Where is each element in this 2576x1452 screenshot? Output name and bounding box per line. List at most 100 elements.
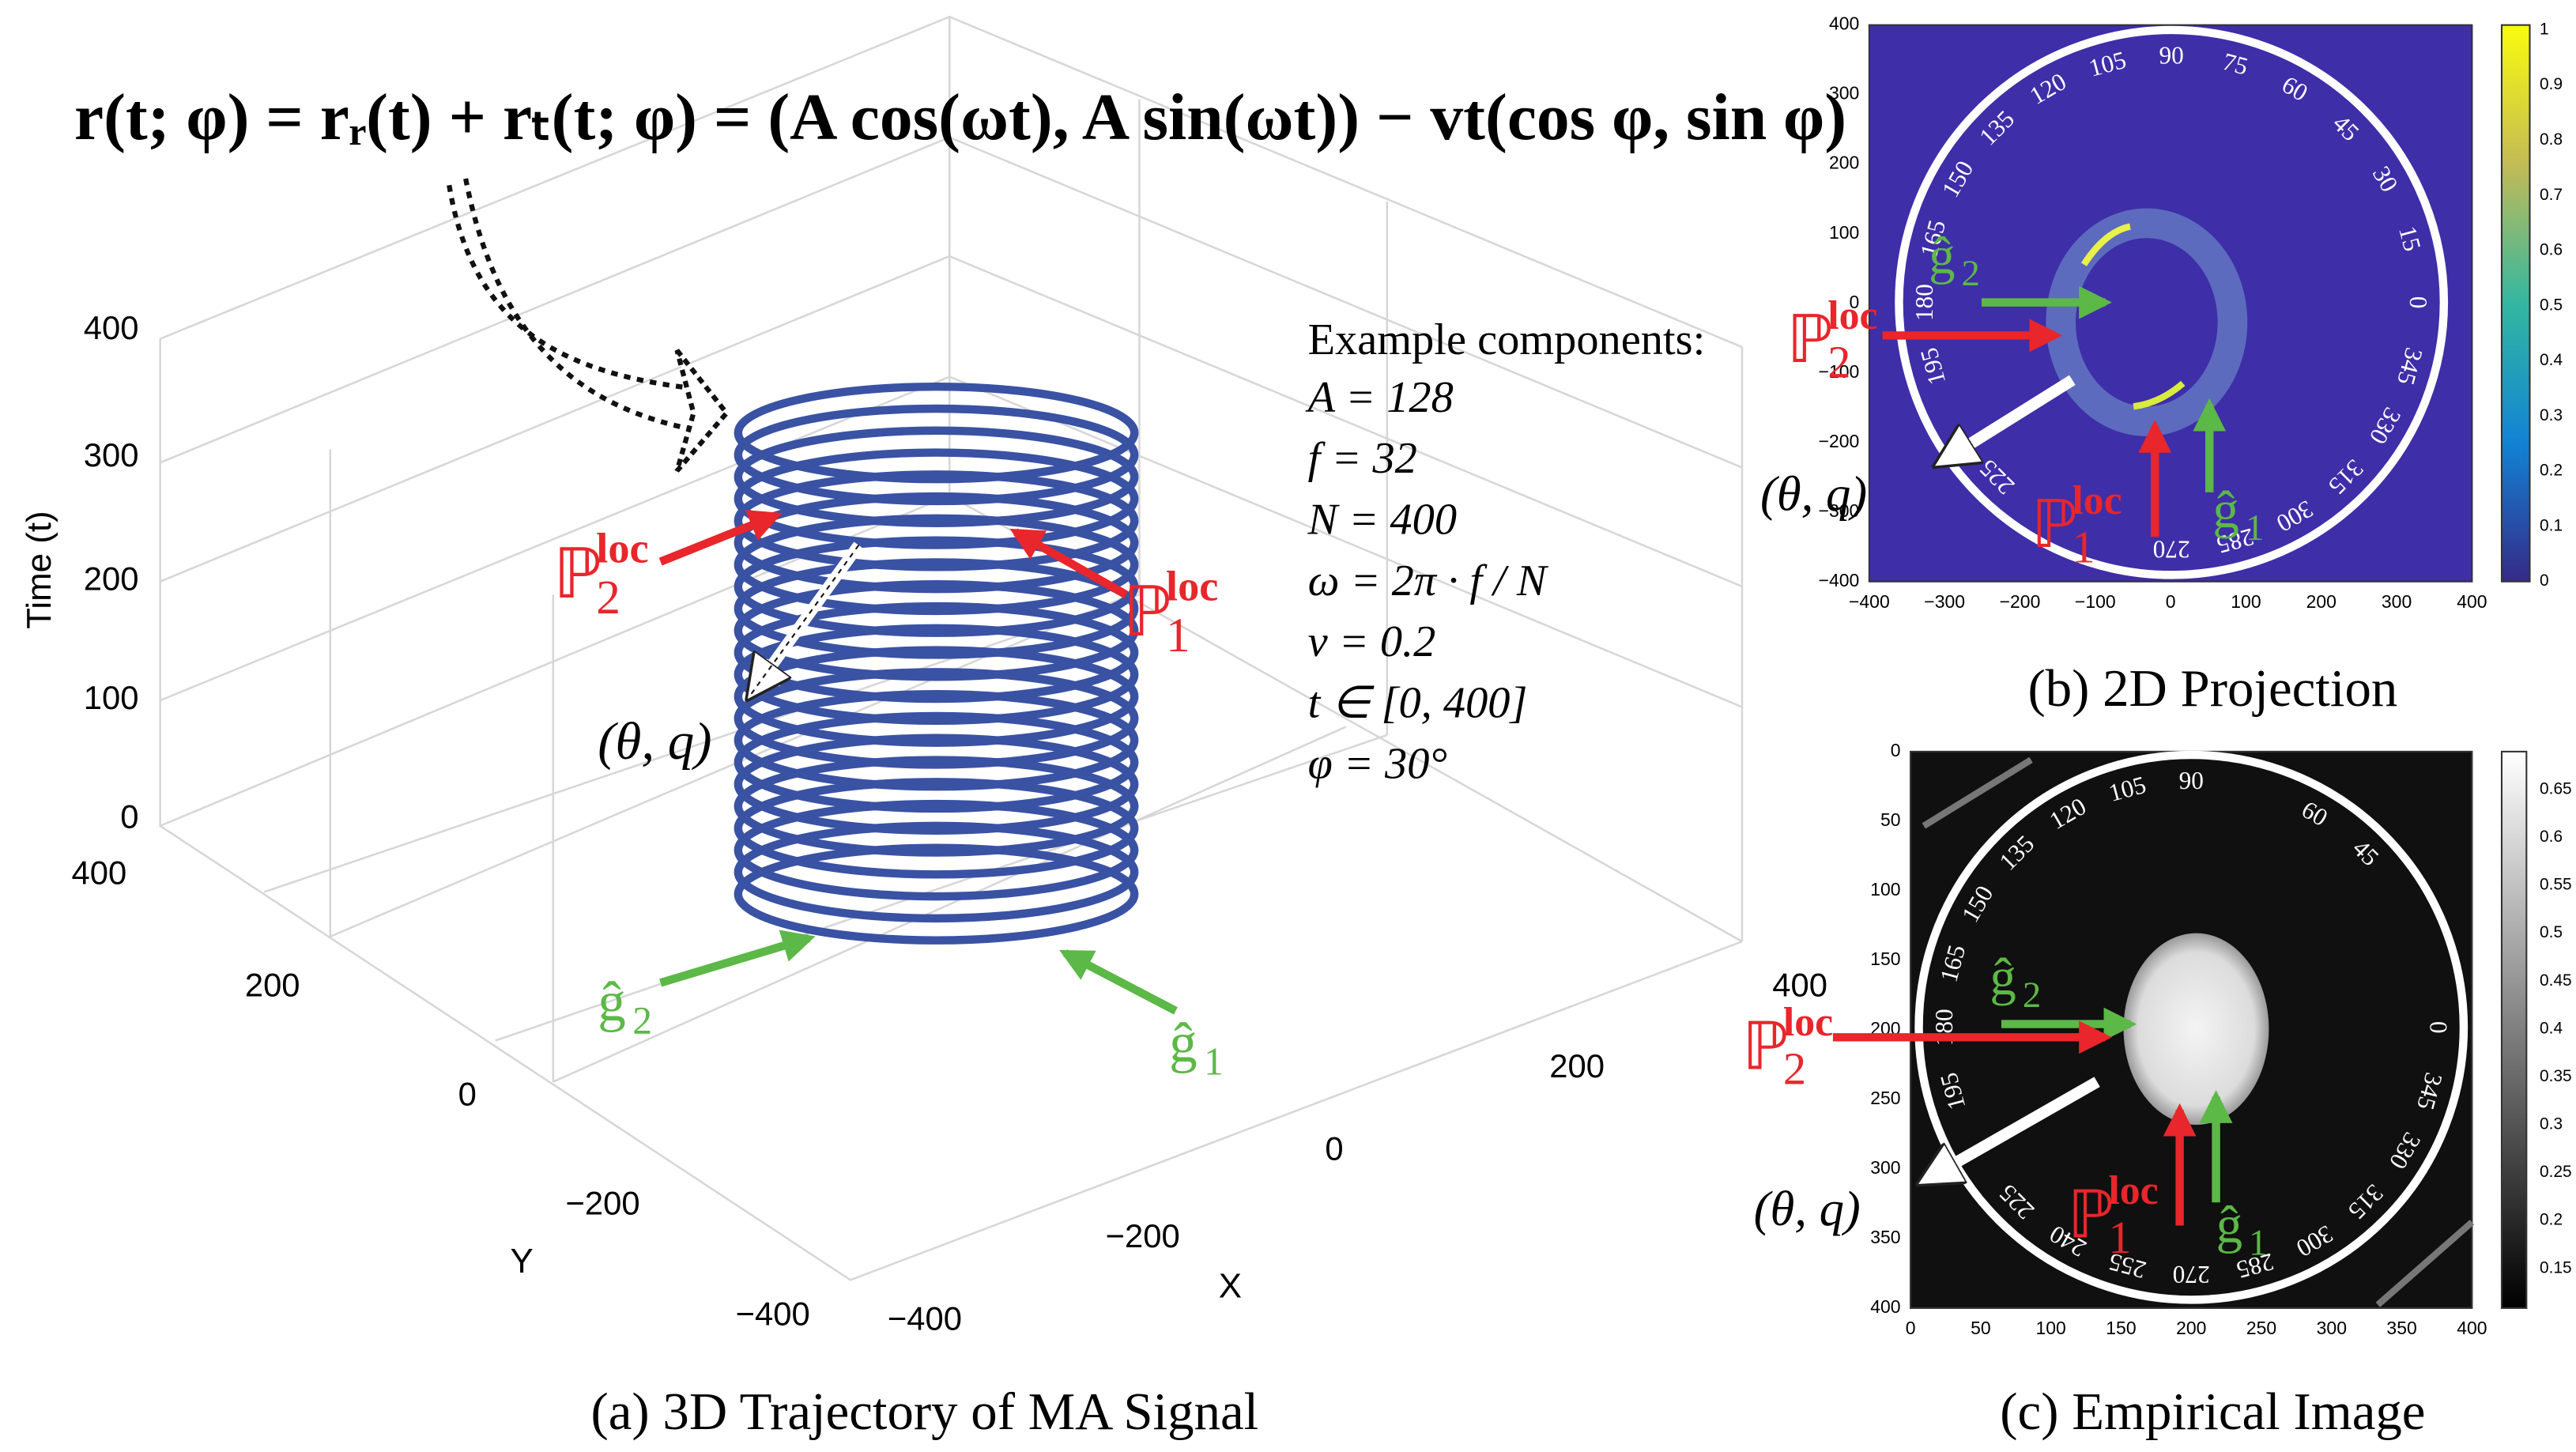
arrow <box>658 510 783 566</box>
panel-b <box>1868 24 2531 583</box>
angle-label: 270 <box>2173 1261 2210 1288</box>
superscript: loc <box>596 524 648 571</box>
annotation: (θ, q) <box>598 712 711 771</box>
component: v = 0.2 <box>1308 617 1436 666</box>
angle-circle <box>1914 750 2469 1304</box>
trajectory <box>734 382 1139 945</box>
x-tick-label: −100 <box>2075 591 2116 612</box>
z-tick-label: 400 <box>84 309 139 346</box>
equation: r(t; φ) = rᵣ(t) + rₜ(t; φ) = (A cos(ωt),… <box>74 81 1846 154</box>
components-title: Example components: <box>1308 315 1706 364</box>
caption: (c) Empirical Image <box>2000 1382 2425 1441</box>
arrow <box>1924 1077 2100 1181</box>
loop <box>734 470 1139 571</box>
angle-label: 90 <box>2159 42 2184 70</box>
x-tick-label: 50 <box>1971 1318 1991 1338</box>
colorbar-tick-label: 0 <box>2540 571 2549 590</box>
subscript: 1 <box>2249 1223 2267 1264</box>
x-tick-label: 200 <box>2306 591 2337 612</box>
loop <box>734 668 1139 769</box>
x-tick-label: 200 <box>2176 1318 2206 1338</box>
y-tick-label: 100 <box>1870 879 1900 899</box>
colorbar-tick-label: 0.2 <box>2540 462 2563 480</box>
subscript: 1 <box>2072 522 2095 573</box>
component: f = 32 <box>1308 434 1417 483</box>
y-tick-label: 200 <box>245 967 300 1004</box>
subscript: 2 <box>596 571 620 624</box>
symbol: ĝ <box>1990 949 2016 1007</box>
loop <box>734 821 1139 923</box>
bright-arc <box>2133 380 2186 410</box>
colorbar-tick-label: 0.4 <box>2540 351 2563 369</box>
angle-label: 0 <box>2424 1021 2452 1034</box>
colorbar-tick-label: 0.2 <box>2540 1211 2563 1229</box>
colorbar <box>2500 750 2528 1309</box>
symbol: ĝ <box>598 971 626 1033</box>
subscript: 1 <box>2246 507 2264 549</box>
superscript: loc <box>1783 1000 1833 1045</box>
y-tick-label: 0 <box>1891 740 1901 760</box>
component: ω = 2π · f / N <box>1308 556 1549 605</box>
colorbar-tick-label: 0.3 <box>2540 1115 2563 1133</box>
y-tick-label: −200 <box>1819 431 1860 451</box>
y-tick-label: −400 <box>736 1295 810 1332</box>
y-tick-label: −300 <box>1819 500 1860 521</box>
arrow <box>1009 528 1129 598</box>
component: φ = 30° <box>1308 740 1447 789</box>
symbol: ĝ <box>1929 227 1955 285</box>
x-tick-label: 400 <box>2457 1318 2487 1338</box>
subscript: 2 <box>632 998 652 1042</box>
y-tick-label: 300 <box>1870 1157 1900 1178</box>
loop <box>734 646 1139 747</box>
colorbar-tick-label: 0.3 <box>2540 406 2563 424</box>
loop <box>734 580 1139 681</box>
x-tick-label: 300 <box>2382 591 2412 612</box>
y-tick-label: 400 <box>1829 13 1859 34</box>
loop <box>734 536 1139 637</box>
colorbar-tick-label: 0.6 <box>2540 828 2563 846</box>
loop <box>734 558 1139 659</box>
loop <box>734 756 1139 857</box>
x-tick-label: −200 <box>2000 591 2041 612</box>
streak <box>1922 756 2475 1307</box>
y-tick-label: 150 <box>1870 949 1900 969</box>
colorbar-tick-label: 0.25 <box>2540 1163 2572 1181</box>
x-tick-label: 0 <box>2166 591 2176 612</box>
x-axis-label: X <box>1219 1266 1242 1305</box>
y-axis-label: Y <box>511 1242 534 1280</box>
box-3d <box>159 15 1744 1281</box>
symbol: ℙ <box>2068 1179 2114 1252</box>
y-tick-label: −400 <box>1819 570 1860 590</box>
superscript: loc <box>2072 478 2122 523</box>
subscript: 1 <box>1204 1040 1224 1084</box>
caption: (a) 3D Trajectory of MA Signal <box>591 1382 1259 1441</box>
x-tick-label: 250 <box>2246 1318 2276 1338</box>
component: A = 128 <box>1305 373 1454 422</box>
colorbar-tick-label: 0.5 <box>2540 296 2563 314</box>
superscript: loc <box>1827 293 1877 338</box>
loop <box>734 843 1139 945</box>
x-tick-label: −200 <box>1106 1217 1180 1254</box>
symbol: ĝ <box>2212 481 2238 539</box>
dotted-arrow-head <box>674 349 730 473</box>
loop <box>734 711 1139 813</box>
z-tick-label: 300 <box>84 436 139 473</box>
colorbar-tick-label: 1 <box>2540 20 2549 38</box>
subscript: 1 <box>1166 609 1190 662</box>
y-tick-label: 200 <box>1829 153 1859 173</box>
bright-arc <box>2080 223 2131 266</box>
component: t ∈ [0, 400] <box>1308 678 1528 727</box>
loop <box>734 778 1139 879</box>
colorbar-tick-label: 0.6 <box>2540 241 2563 259</box>
x-tick-label: 400 <box>1772 967 1827 1004</box>
z-tick-label: 100 <box>84 679 139 716</box>
x-tick-label: 350 <box>2386 1318 2416 1338</box>
z-axis-label: Time (t) <box>20 511 58 628</box>
angle-label: 0 <box>2404 296 2432 309</box>
loop <box>734 404 1139 506</box>
x-tick-label: −400 <box>888 1300 962 1337</box>
loop <box>734 382 1139 484</box>
colorbar-tick-label: 0.9 <box>2540 75 2563 93</box>
x-tick-label: 200 <box>1549 1047 1605 1084</box>
